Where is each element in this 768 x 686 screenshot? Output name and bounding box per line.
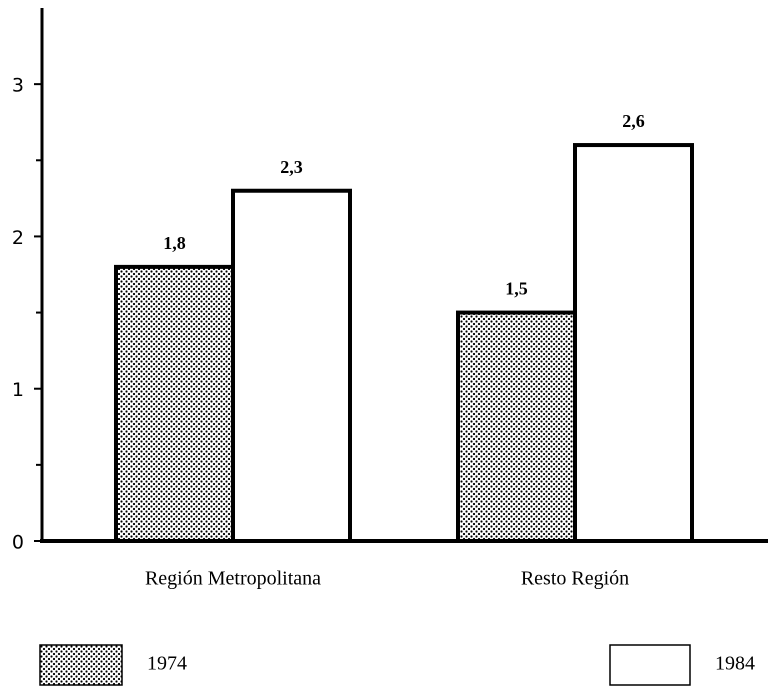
y-tick-label: 2	[12, 227, 24, 249]
y-tick-label: 0	[12, 532, 24, 554]
value-label: 2,6	[622, 111, 645, 131]
value-label: 1,5	[505, 279, 528, 299]
legend-swatch	[39, 644, 123, 686]
legend-label: 1984	[715, 653, 755, 675]
bar	[231, 188, 352, 543]
x-tick-label: Resto Región	[521, 568, 629, 590]
bar	[573, 143, 694, 544]
bar	[114, 264, 235, 543]
legend-swatch	[609, 644, 691, 686]
y-tick-label: 1	[12, 379, 24, 401]
y-tick-label: 3	[12, 75, 24, 97]
legend-label: 1974	[147, 653, 187, 675]
x-tick-label: Región Metropolitana	[145, 568, 321, 590]
value-label: 1,8	[163, 233, 186, 253]
bar	[456, 310, 577, 544]
value-label: 2,3	[280, 157, 303, 177]
